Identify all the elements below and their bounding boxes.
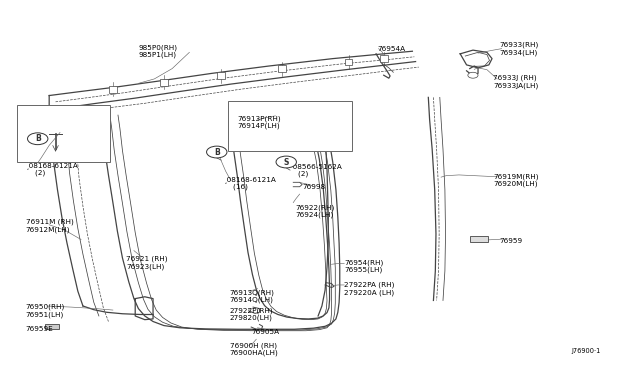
Text: J76900·1: J76900·1	[572, 349, 601, 355]
Text: 27922P(RH)
279820(LH): 27922P(RH) 279820(LH)	[230, 308, 273, 321]
Text: 76954(RH)
76955(LH): 76954(RH) 76955(LH)	[344, 260, 383, 273]
Bar	[45, 324, 59, 329]
Bar	[470, 236, 488, 242]
Text: 76954A: 76954A	[378, 46, 406, 52]
Bar	[160, 79, 168, 86]
Text: ¸08168-6121A
    (16): ¸08168-6121A (16)	[225, 176, 277, 190]
Text: 76933(RH)
76934(LH): 76933(RH) 76934(LH)	[500, 42, 539, 56]
Circle shape	[207, 146, 227, 158]
Bar	[218, 72, 225, 79]
Text: 27922PA (RH)
279220A (LH): 27922PA (RH) 279220A (LH)	[344, 282, 395, 296]
Text: 76998: 76998	[302, 184, 325, 190]
Bar	[17, 105, 109, 162]
Bar	[380, 55, 388, 62]
Circle shape	[276, 156, 296, 168]
Bar	[345, 59, 353, 65]
Text: 76913Q(RH)
76914Q(LH): 76913Q(RH) 76914Q(LH)	[230, 289, 275, 303]
Bar	[278, 65, 285, 72]
Bar	[228, 101, 352, 151]
Text: 76933J (RH)
76933JA(LH): 76933J (RH) 76933JA(LH)	[493, 75, 539, 89]
Text: S: S	[284, 157, 289, 167]
Text: 76959: 76959	[500, 238, 523, 244]
Text: 76905A: 76905A	[251, 329, 279, 335]
Text: 76900H (RH)
76900HA(LH): 76900H (RH) 76900HA(LH)	[230, 342, 278, 356]
Text: 76922(RH)
76924(LH): 76922(RH) 76924(LH)	[296, 204, 335, 218]
Text: 76911M (RH)
76912M(LH): 76911M (RH) 76912M(LH)	[26, 219, 74, 233]
Bar	[109, 86, 116, 93]
Text: 76921 (RH)
76923(LH): 76921 (RH) 76923(LH)	[126, 256, 168, 270]
Circle shape	[28, 133, 48, 145]
Text: 76913P(RH)
76914P(LH): 76913P(RH) 76914P(LH)	[237, 115, 281, 129]
Text: B: B	[214, 148, 220, 157]
Text: 985P0(RH)
985P1(LH): 985P0(RH) 985P1(LH)	[138, 44, 177, 58]
Text: B: B	[35, 134, 40, 143]
Text: ¨08566-5162A
    (2): ¨08566-5162A (2)	[289, 164, 342, 177]
Circle shape	[468, 72, 478, 78]
Text: 76919M(RH)
76920M(LH): 76919M(RH) 76920M(LH)	[493, 173, 539, 187]
Text: 76950(RH)
76951(LH): 76950(RH) 76951(LH)	[26, 304, 65, 318]
Text: ¸08168-6121A
    (2): ¸08168-6121A (2)	[26, 162, 79, 176]
Text: 76959E: 76959E	[26, 326, 53, 332]
